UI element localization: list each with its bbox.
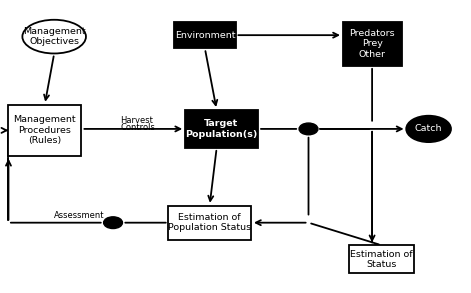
- Text: Management
Objectives: Management Objectives: [23, 27, 85, 46]
- Text: Assessment: Assessment: [54, 211, 105, 220]
- Text: Estimation of
Status: Estimation of Status: [350, 250, 413, 269]
- Circle shape: [299, 123, 318, 135]
- Text: Harvest: Harvest: [120, 116, 153, 125]
- FancyBboxPatch shape: [349, 246, 414, 273]
- FancyBboxPatch shape: [343, 22, 401, 66]
- Ellipse shape: [406, 116, 451, 142]
- Ellipse shape: [22, 20, 86, 53]
- FancyBboxPatch shape: [174, 22, 236, 48]
- Text: Predators
Prey
Other: Predators Prey Other: [349, 29, 395, 59]
- Text: Target
Population(s): Target Population(s): [185, 119, 258, 139]
- Text: Management
Procedures
(Rules): Management Procedures (Rules): [14, 115, 76, 145]
- Text: Estimation of
Population Status: Estimation of Population Status: [168, 213, 251, 232]
- Text: Environment: Environment: [175, 31, 235, 40]
- FancyBboxPatch shape: [185, 110, 258, 148]
- FancyBboxPatch shape: [8, 105, 81, 156]
- Text: Catch: Catch: [415, 125, 442, 133]
- FancyBboxPatch shape: [169, 206, 251, 240]
- Circle shape: [104, 217, 122, 229]
- Text: Controls: Controls: [120, 123, 155, 132]
